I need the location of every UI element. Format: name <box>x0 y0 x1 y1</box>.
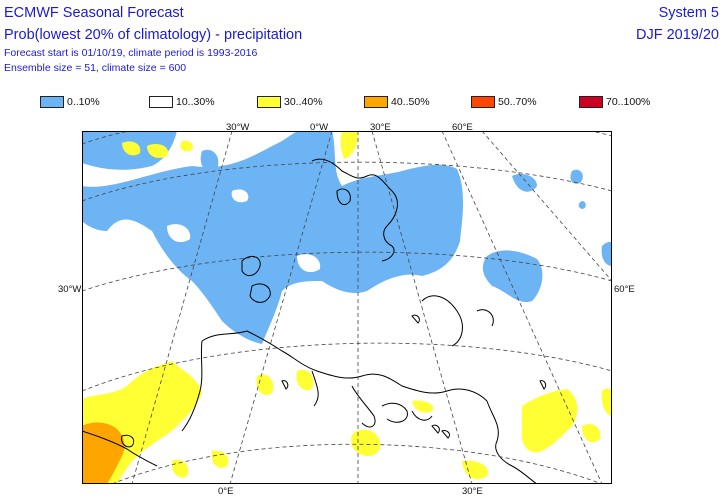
graticule <box>82 131 612 484</box>
right-axis-label-60e: 60°E <box>614 284 635 295</box>
legend-label: 70..100% <box>606 96 651 108</box>
legend: 0..10% 10..30% 30..40% 40..50% 50..70% 7… <box>0 95 725 111</box>
legend-swatch <box>579 96 603 108</box>
legend-swatch <box>149 96 173 108</box>
legend-swatch <box>471 96 495 108</box>
bottom-axis-label-0e: 0°E <box>218 486 234 497</box>
legend-label: 40..50% <box>391 96 430 108</box>
forecast-map <box>82 131 612 484</box>
left-axis-label-30w: 30°W <box>58 284 82 295</box>
legend-item-0-10: 0..10% <box>40 95 100 109</box>
legend-item-10-30: 10..30% <box>149 95 215 109</box>
legend-label: 10..30% <box>176 96 215 108</box>
legend-item-40-50: 40..50% <box>364 95 430 109</box>
map-frame <box>82 131 612 484</box>
precip-10-30-holes <box>167 189 321 273</box>
system-label: System 5 <box>658 5 719 21</box>
forecast-info: Forecast start is 01/10/19, climate peri… <box>4 47 258 59</box>
period-label: DJF 2019/20 <box>635 27 719 43</box>
legend-swatch <box>257 96 281 108</box>
ensemble-info: Ensemble size = 51, climate size = 600 <box>4 62 187 74</box>
bottom-axis-label-30e: 30°E <box>462 486 483 497</box>
top-axis-label-0w: 0°W <box>310 122 329 133</box>
top-axis-label-30w: 30°W <box>226 122 250 133</box>
top-axis-label-30e: 30°E <box>370 122 391 133</box>
legend-label: 0..10% <box>67 96 100 108</box>
map-subtitle: Prob(lowest 20% of climatology) - precip… <box>4 27 303 43</box>
precip-40-50-areas <box>82 422 125 484</box>
legend-swatch <box>40 96 64 108</box>
coastlines <box>82 158 547 484</box>
legend-label: 30..40% <box>284 96 323 108</box>
legend-item-30-40: 30..40% <box>257 95 323 109</box>
legend-label: 50..70% <box>498 96 537 108</box>
map-title: ECMWF Seasonal Forecast <box>4 5 184 21</box>
legend-item-70-100: 70..100% <box>579 95 650 109</box>
top-axis-label-60e: 60°E <box>452 122 473 133</box>
legend-item-50-70: 50..70% <box>471 95 537 109</box>
legend-swatch <box>364 96 388 108</box>
